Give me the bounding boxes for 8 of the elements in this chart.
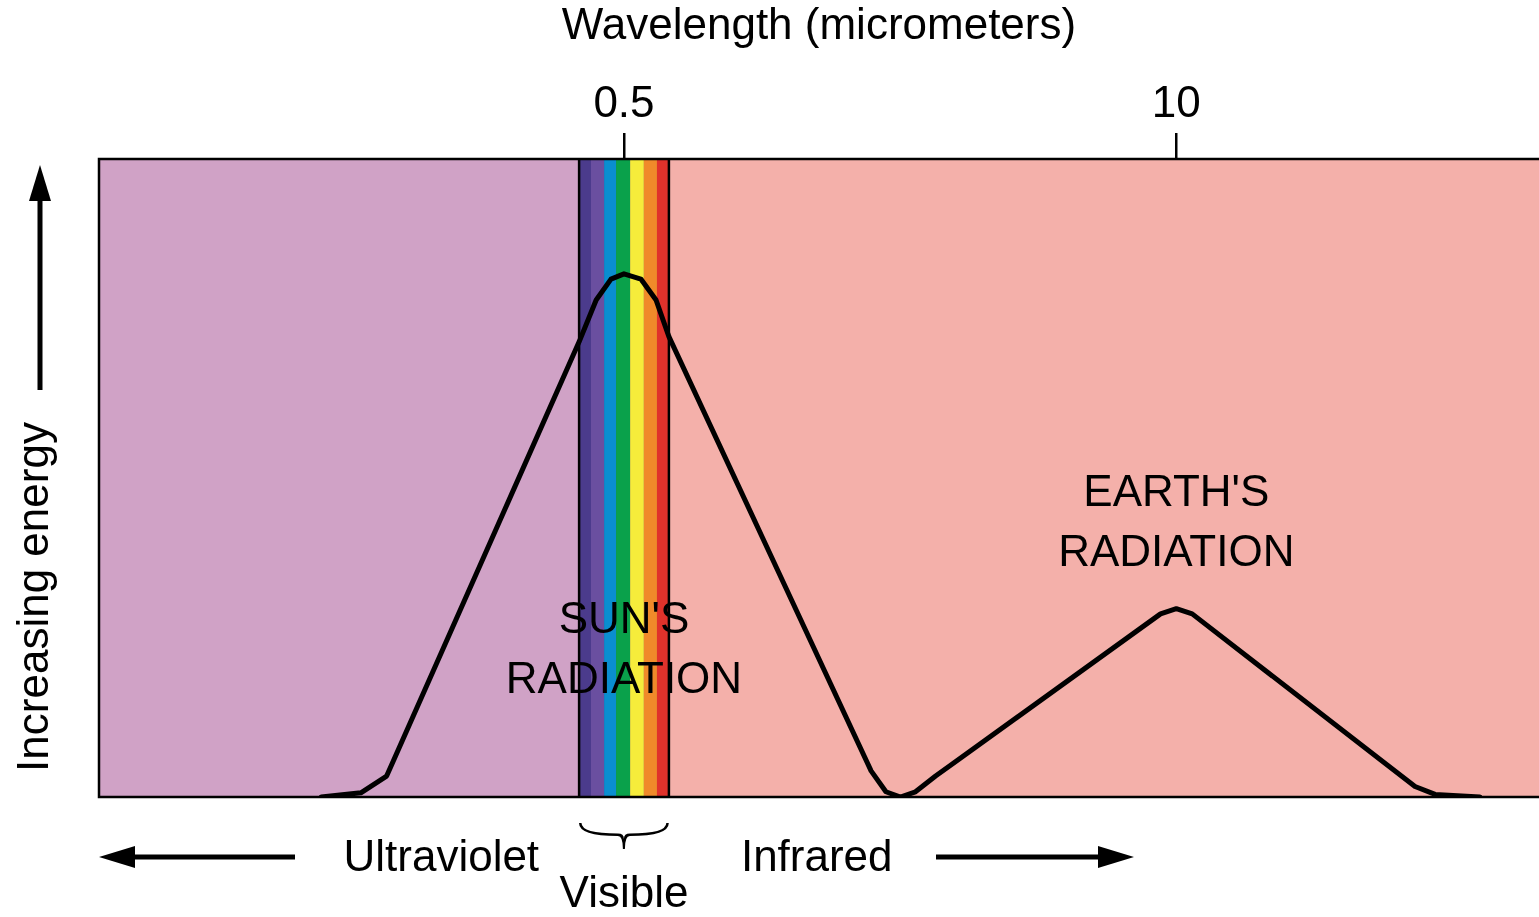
band-label: Infrared [740,831,893,881]
x-tick-label: 10 [1151,76,1201,126]
x-tick-label: 0.5 [593,76,655,126]
band-label: Visible [559,867,689,917]
y-axis-title: Increasing energy [8,422,58,772]
annotation: EARTH'S RADIATION [1058,465,1295,575]
band-label: Ultraviolet [343,831,540,881]
x-axis-title: Wavelength (micrometers) [561,0,1077,48]
